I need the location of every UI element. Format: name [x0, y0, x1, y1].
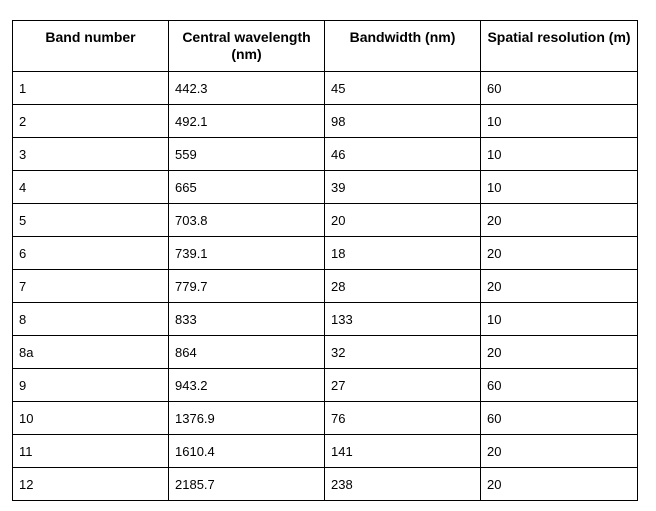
central-wavelength-cell: 442.3: [168, 71, 325, 105]
central-wavelength-cell: 833: [168, 302, 325, 336]
bandwidth-cell: 45: [324, 71, 481, 105]
table-row: 10 1376.9 76 60: [12, 401, 638, 435]
bandwidth-cell: 32: [324, 335, 481, 369]
table-row: 8 833 133 10: [12, 302, 638, 336]
table-row: 8a 864 32 20: [12, 335, 638, 369]
table-row: 2 492.1 98 10: [12, 104, 638, 138]
spatial-resolution-cell: 20: [480, 269, 638, 303]
central-wavelength-cell: 864: [168, 335, 325, 369]
bandwidth-cell: 39: [324, 170, 481, 204]
central-wavelength-cell: 703.8: [168, 203, 325, 237]
spatial-resolution-cell: 20: [480, 203, 638, 237]
central-wavelength-cell: 559: [168, 137, 325, 171]
band-number-cell: 11: [12, 434, 169, 468]
central-wavelength-cell: 943.2: [168, 368, 325, 402]
table-row: 5 703.8 20 20: [12, 203, 638, 237]
band-number-cell: 6: [12, 236, 169, 270]
central-wavelength-cell: 1376.9: [168, 401, 325, 435]
spatial-resolution-cell: 60: [480, 401, 638, 435]
bandwidth-cell: 133: [324, 302, 481, 336]
table-body: 1 442.3 45 60 2 492.1 98 10 3 559 46 10 4 665 39 10 5 703…: [12, 71, 638, 501]
band-number-cell: 7: [12, 269, 169, 303]
spatial-resolution-cell: 10: [480, 302, 638, 336]
table-row: 7 779.7 28 20: [12, 269, 638, 303]
spatial-resolution-cell: 60: [480, 368, 638, 402]
bandwidth-cell: 98: [324, 104, 481, 138]
header-central-wavelength: Central wavelength (nm): [168, 20, 325, 72]
spatial-resolution-cell: 60: [480, 71, 638, 105]
spatial-resolution-cell: 20: [480, 434, 638, 468]
bandwidth-cell: 46: [324, 137, 481, 171]
header-bandwidth: Bandwidth (nm): [324, 20, 481, 72]
central-wavelength-cell: 665: [168, 170, 325, 204]
spatial-resolution-cell: 10: [480, 104, 638, 138]
band-number-cell: 3: [12, 137, 169, 171]
table-row: 12 2185.7 238 20: [12, 467, 638, 501]
spatial-resolution-cell: 10: [480, 170, 638, 204]
band-number-cell: 5: [12, 203, 169, 237]
table-row: 9 943.2 27 60: [12, 368, 638, 402]
bandwidth-cell: 76: [324, 401, 481, 435]
bandwidth-cell: 27: [324, 368, 481, 402]
bandwidth-cell: 28: [324, 269, 481, 303]
bandwidth-cell: 20: [324, 203, 481, 237]
spatial-resolution-cell: 20: [480, 467, 638, 501]
table-row: 6 739.1 18 20: [12, 236, 638, 270]
spatial-resolution-cell: 10: [480, 137, 638, 171]
band-table: Band number Central wavelength (nm) Band…: [12, 20, 638, 501]
table-row: 1 442.3 45 60: [12, 71, 638, 105]
header-row: Band number Central wavelength (nm) Band…: [12, 20, 638, 72]
spatial-resolution-cell: 20: [480, 335, 638, 369]
bandwidth-cell: 238: [324, 467, 481, 501]
central-wavelength-cell: 739.1: [168, 236, 325, 270]
header-spatial-resolution: Spatial resolution (m): [480, 20, 638, 72]
band-number-cell: 9: [12, 368, 169, 402]
band-number-cell: 4: [12, 170, 169, 204]
table-row: 3 559 46 10: [12, 137, 638, 171]
central-wavelength-cell: 779.7: [168, 269, 325, 303]
central-wavelength-cell: 492.1: [168, 104, 325, 138]
table-row: 11 1610.4 141 20: [12, 434, 638, 468]
bandwidth-cell: 18: [324, 236, 481, 270]
band-number-cell: 2: [12, 104, 169, 138]
band-number-cell: 12: [12, 467, 169, 501]
header-band-number: Band number: [12, 20, 169, 72]
band-number-cell: 1: [12, 71, 169, 105]
band-number-cell: 8a: [12, 335, 169, 369]
table-row: 4 665 39 10: [12, 170, 638, 204]
central-wavelength-cell: 2185.7: [168, 467, 325, 501]
spatial-resolution-cell: 20: [480, 236, 638, 270]
bandwidth-cell: 141: [324, 434, 481, 468]
band-number-cell: 10: [12, 401, 169, 435]
band-number-cell: 8: [12, 302, 169, 336]
central-wavelength-cell: 1610.4: [168, 434, 325, 468]
